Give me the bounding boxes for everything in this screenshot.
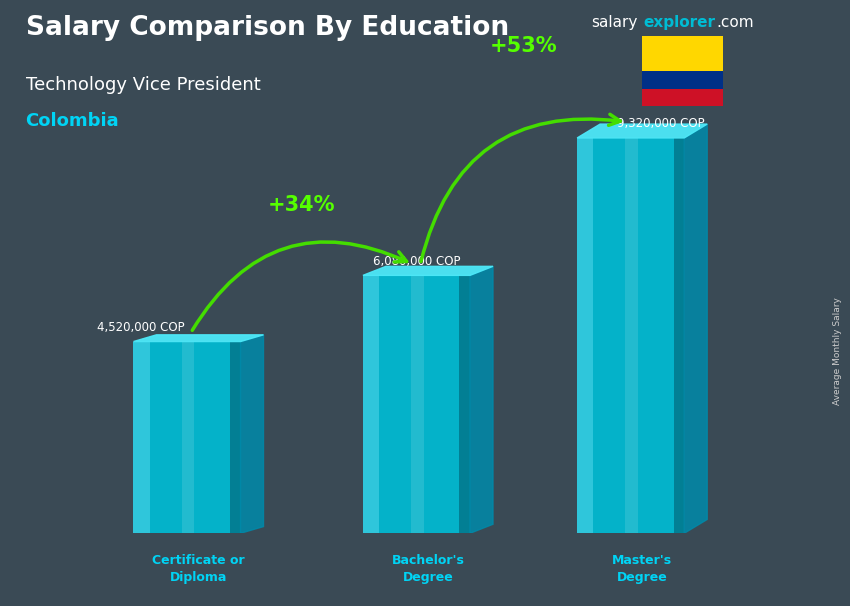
Bar bbox=[411, 275, 424, 533]
Bar bbox=[230, 342, 241, 533]
Text: Master's
Degree: Master's Degree bbox=[612, 554, 672, 585]
Bar bbox=[363, 275, 470, 533]
Text: Bachelor's
Degree: Bachelor's Degree bbox=[392, 554, 464, 585]
Text: +34%: +34% bbox=[268, 195, 336, 215]
Bar bbox=[363, 275, 379, 533]
Text: Colombia: Colombia bbox=[26, 112, 119, 130]
Text: explorer: explorer bbox=[643, 15, 716, 30]
Bar bbox=[642, 36, 722, 72]
Bar bbox=[577, 138, 684, 533]
Text: 6,080,000 COP: 6,080,000 COP bbox=[373, 255, 460, 268]
Bar bbox=[642, 72, 722, 88]
Bar bbox=[182, 342, 195, 533]
Text: Salary Comparison By Education: Salary Comparison By Education bbox=[26, 15, 508, 41]
Text: Technology Vice President: Technology Vice President bbox=[26, 76, 260, 94]
Polygon shape bbox=[363, 267, 493, 275]
Text: salary: salary bbox=[591, 15, 638, 30]
Text: 4,520,000 COP: 4,520,000 COP bbox=[97, 321, 185, 334]
Text: Average Monthly Salary: Average Monthly Salary bbox=[833, 298, 842, 405]
Text: Certificate or
Diploma: Certificate or Diploma bbox=[152, 554, 245, 585]
Polygon shape bbox=[133, 335, 264, 342]
Bar bbox=[133, 342, 150, 533]
Bar bbox=[577, 138, 593, 533]
Bar bbox=[673, 138, 684, 533]
Text: .com: .com bbox=[717, 15, 754, 30]
Polygon shape bbox=[241, 335, 264, 533]
Bar bbox=[626, 138, 638, 533]
Polygon shape bbox=[577, 124, 707, 138]
Bar bbox=[133, 342, 241, 533]
Bar bbox=[642, 88, 722, 106]
Polygon shape bbox=[684, 124, 707, 533]
Text: 9,320,000 COP: 9,320,000 COP bbox=[617, 118, 706, 130]
Text: +53%: +53% bbox=[490, 36, 558, 56]
Bar bbox=[459, 275, 470, 533]
Polygon shape bbox=[470, 267, 493, 533]
